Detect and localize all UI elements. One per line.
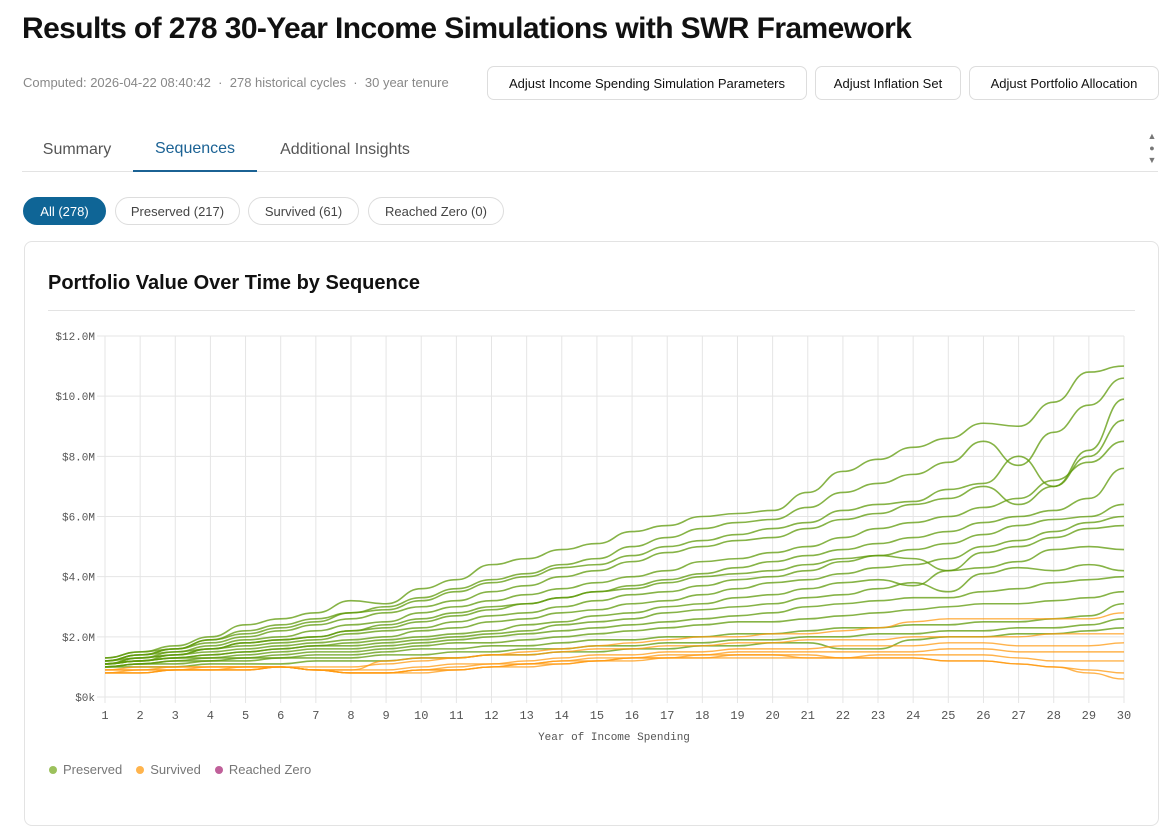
chart-card: Portfolio Value Over Time by Sequence Pr… xyxy=(24,241,1159,826)
x-tick-label: 23 xyxy=(871,709,885,723)
legend-label: Survived xyxy=(150,762,201,777)
y-tick-label: $10.0M xyxy=(55,392,95,404)
preserved-sequence-line[interactable] xyxy=(104,563,1125,665)
preserved-sequence-line[interactable] xyxy=(104,617,1125,668)
separator: · xyxy=(218,75,223,90)
adjust-allocation-button[interactable]: Adjust Portfolio Allocation xyxy=(969,66,1159,100)
preserved-sequence-line[interactable] xyxy=(104,590,1125,668)
legend-reached-zero[interactable]: Reached Zero xyxy=(214,762,312,777)
chart-title: Portfolio Value Over Time by Sequence xyxy=(48,272,420,294)
x-tick-label: 14 xyxy=(555,709,569,723)
x-tick-label: 3 xyxy=(172,709,179,723)
x-tick-label: 2 xyxy=(137,709,144,723)
reached-zero-dot-icon xyxy=(214,766,223,774)
scroll-up-icon[interactable]: ▲ xyxy=(1147,131,1157,141)
filter-survived[interactable]: Survived (61) xyxy=(248,197,359,225)
x-tick-label: 12 xyxy=(484,709,498,723)
cycles-count: 278 historical cycles xyxy=(229,75,347,90)
x-tick-label: 30 xyxy=(1117,709,1131,723)
legend-label: Preserved xyxy=(63,762,123,777)
x-tick-label: 7 xyxy=(312,709,319,723)
x-tick-label: 29 xyxy=(1082,709,1096,723)
x-tick-label: 4 xyxy=(207,709,214,723)
chart-legend: Preserved Survived Reached Zero xyxy=(49,762,311,777)
legend-label: Reached Zero xyxy=(228,762,312,777)
x-tick-label: 24 xyxy=(906,709,920,723)
computation-meta: Computed: 2026-04-22 08:40:42 · 278 hist… xyxy=(23,75,449,90)
x-tick-label: 27 xyxy=(1011,709,1025,723)
preserved-sequence-line[interactable] xyxy=(104,515,1125,665)
x-tick-label: 5 xyxy=(242,709,249,723)
x-tick-label: 6 xyxy=(277,709,284,723)
tab-additional-insights[interactable]: Additional Insights xyxy=(280,141,410,158)
preserved-sequence-line[interactable] xyxy=(104,365,1125,659)
y-tick-label: $4.0M xyxy=(62,573,95,585)
tab-scrollbar[interactable]: ▲ ● ▼ xyxy=(1145,130,1159,166)
y-tick-label: $8.0M xyxy=(62,452,95,464)
page-title: Results of 278 30-Year Income Simulation… xyxy=(22,12,912,45)
computed-timestamp: Computed: 2026-04-22 08:40:42 xyxy=(23,75,211,90)
x-tick-label: 18 xyxy=(695,709,709,723)
y-tick-label: $0k xyxy=(75,693,95,705)
y-tick-label: $6.0M xyxy=(62,513,95,525)
preserved-sequence-line[interactable] xyxy=(104,440,1125,662)
preserved-sequence-line[interactable] xyxy=(104,575,1125,665)
divider xyxy=(48,310,1135,311)
x-tick-label: 20 xyxy=(765,709,779,723)
tab-bar: Summary Sequences Additional Insights xyxy=(22,128,1158,172)
preserved-sequence-line[interactable] xyxy=(104,503,1125,665)
x-tick-label: 13 xyxy=(519,709,533,723)
preserved-sequence-line[interactable] xyxy=(104,398,1125,662)
preserved-sequence-line[interactable] xyxy=(104,419,1125,662)
x-tick-label: 25 xyxy=(941,709,955,723)
x-tick-label: 22 xyxy=(836,709,850,723)
x-axis-label: Year of Income Spending xyxy=(538,732,690,744)
x-tick-label: 10 xyxy=(414,709,428,723)
legend-survived[interactable]: Survived xyxy=(136,762,201,777)
preserved-sequence-line[interactable] xyxy=(104,377,1125,659)
x-tick-label: 21 xyxy=(801,709,815,723)
adjust-income-button[interactable]: Adjust Income Spending Simulation Parame… xyxy=(487,66,807,100)
x-tick-label: 19 xyxy=(730,709,744,723)
scroll-thumb-icon[interactable]: ● xyxy=(1149,143,1155,153)
filter-all[interactable]: All (278) xyxy=(23,197,106,225)
x-tick-label: 1 xyxy=(101,709,108,723)
x-tick-label: 15 xyxy=(590,709,604,723)
survived-dot-icon xyxy=(136,766,145,774)
preserved-sequence-line[interactable] xyxy=(104,524,1125,665)
x-tick-label: 8 xyxy=(347,709,354,723)
filter-preserved[interactable]: Preserved (217) xyxy=(115,197,240,225)
tenure: 30 year tenure xyxy=(364,75,449,90)
scroll-down-icon[interactable]: ▼ xyxy=(1147,155,1157,165)
x-tick-label: 9 xyxy=(383,709,390,723)
x-tick-label: 11 xyxy=(449,709,463,723)
filter-reached-zero[interactable]: Reached Zero (0) xyxy=(368,197,504,225)
survived-sequence-line[interactable] xyxy=(104,657,1125,674)
preserved-dot-icon xyxy=(49,766,57,774)
x-tick-label: 16 xyxy=(625,709,639,723)
x-tick-label: 28 xyxy=(1047,709,1061,723)
x-tick-label: 26 xyxy=(976,709,990,723)
tab-summary[interactable]: Summary xyxy=(42,141,112,158)
x-tick-label: 17 xyxy=(660,709,674,723)
adjust-inflation-button[interactable]: Adjust Inflation Set xyxy=(815,66,961,100)
legend-preserved[interactable]: Preserved xyxy=(49,762,122,777)
separator: · xyxy=(353,75,358,90)
y-tick-label: $12.0M xyxy=(55,332,95,344)
tab-sequences[interactable]: Sequences xyxy=(133,128,257,172)
y-tick-label: $2.0M xyxy=(62,633,95,645)
